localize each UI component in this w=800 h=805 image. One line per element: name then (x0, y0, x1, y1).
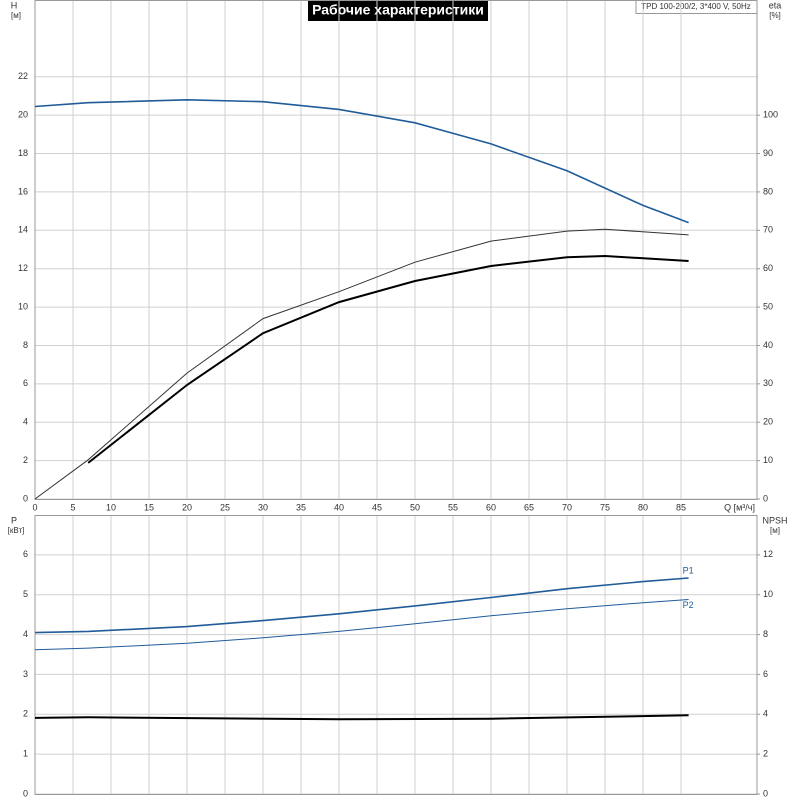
x-tick-label: 35 (296, 502, 306, 512)
x-tick-label: 70 (562, 502, 572, 512)
y-tick-label: 1 (23, 749, 28, 759)
y2-tick-label: 70 (763, 225, 773, 235)
y-axis-label: P (11, 515, 17, 525)
plot-frame (34, 0, 758, 500)
x-tick-label: 10 (106, 502, 116, 512)
y2-tick-label: 10 (763, 589, 773, 599)
series-line (34, 98, 689, 224)
y-tick-label: 6 (23, 378, 28, 388)
y-tick-label: 4 (23, 417, 28, 427)
y2-tick-label: 90 (763, 148, 773, 158)
y2-tick-label: 100 (763, 110, 778, 120)
y2-axis-unit: [м] (770, 526, 780, 535)
series-line (87, 254, 689, 464)
y-tick-label: 14 (18, 225, 28, 235)
y-tick-label: 16 (18, 186, 28, 196)
x-tick-label: 40 (334, 502, 344, 512)
x-tick-label: 5 (70, 502, 75, 512)
y2-tick-label: 30 (763, 378, 773, 388)
series-line (34, 714, 689, 721)
y2-tick-label: 0 (763, 788, 768, 798)
x-tick-label: 20 (182, 502, 192, 512)
y-axis-label: H (11, 0, 18, 10)
x-tick-label: 30 (258, 502, 268, 512)
x-tick-label: 0 (32, 502, 37, 512)
x-tick-label: 45 (372, 502, 382, 512)
series-label: P1 (683, 565, 694, 575)
y-tick-label: 20 (18, 110, 28, 120)
x-tick-label: 25 (220, 502, 230, 512)
y2-tick-label: 80 (763, 186, 773, 196)
title-box (308, 0, 488, 21)
y-axis-unit: [м] (11, 11, 21, 20)
series-line (34, 599, 689, 651)
series-line (34, 228, 689, 500)
series-line (34, 577, 689, 634)
x-tick-label: 50 (410, 502, 420, 512)
y2-tick-label: 20 (763, 417, 773, 427)
x-tick-label: 15 (144, 502, 154, 512)
y2-axis-label: eta (769, 0, 782, 10)
x-tick-label: 60 (486, 502, 496, 512)
x-tick-label: 85 (676, 502, 686, 512)
x-tick-label: 75 (600, 502, 610, 512)
model-label: TPD 100-200/2, 3*400 V, 50Hz (641, 2, 751, 11)
x-tick-label: 65 (524, 502, 534, 512)
y-tick-label: 18 (18, 148, 28, 158)
y-tick-label: 3 (23, 669, 28, 679)
x-axis-label: Q [м³/ч] (724, 502, 755, 512)
y-tick-label: 5 (23, 589, 28, 599)
x-tick-label: 80 (638, 502, 648, 512)
y-tick-label: 10 (18, 301, 28, 311)
y2-tick-label: 50 (763, 301, 773, 311)
y-axis-unit: [кВт] (8, 526, 25, 535)
y2-tick-label: 12 (763, 549, 773, 559)
y-tick-label: 4 (23, 629, 28, 639)
plot-frame (34, 515, 758, 795)
y-tick-label: 0 (23, 493, 28, 503)
y2-tick-label: 0 (763, 493, 768, 503)
x-tick-label: 55 (448, 502, 458, 512)
y2-tick-label: 10 (763, 455, 773, 465)
y2-tick-label: 2 (763, 749, 768, 759)
series-label: P2 (683, 600, 694, 610)
y2-tick-label: 60 (763, 263, 773, 273)
chart-title: Рабочие характеристики (312, 2, 484, 18)
y2-axis-label: NPSH (762, 515, 787, 525)
y-tick-label: 2 (23, 455, 28, 465)
y2-tick-label: 4 (763, 709, 768, 719)
y2-tick-label: 40 (763, 340, 773, 350)
y-tick-label: 0 (23, 788, 28, 798)
y-tick-label: 2 (23, 709, 28, 719)
y2-tick-label: 6 (763, 669, 768, 679)
y-tick-label: 6 (23, 549, 28, 559)
y-tick-label: 8 (23, 340, 28, 350)
y-tick-label: 12 (18, 263, 28, 273)
y2-axis-unit: [%] (769, 11, 781, 20)
y-tick-label: 22 (18, 71, 28, 81)
y2-tick-label: 8 (763, 629, 768, 639)
